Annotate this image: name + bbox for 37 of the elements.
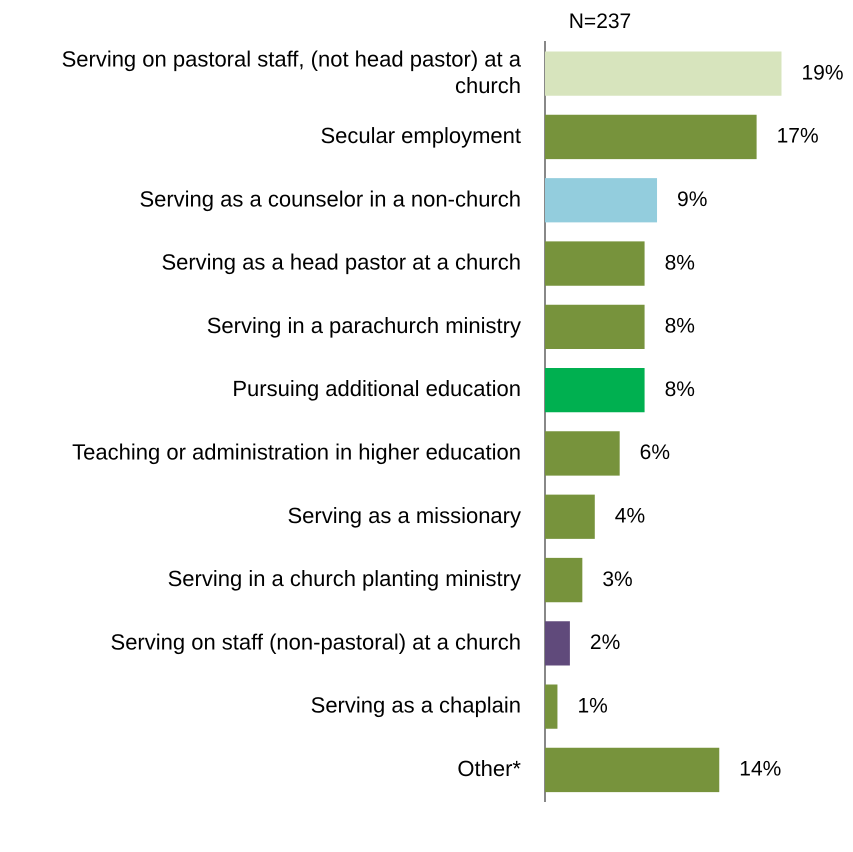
data-label: 8% [664, 378, 695, 401]
data-label: 2% [590, 631, 620, 654]
bar [545, 178, 658, 222]
y-tick-label: Teaching or administration in higher education [72, 440, 521, 465]
y-tick-label: Serving on staff (non-pastoral) at a church [110, 629, 521, 654]
bar [545, 368, 645, 412]
y-tick-label: Serving as a missionary [287, 502, 521, 528]
y-tick-label: Serving as a counselor in a non-church [139, 186, 521, 212]
data-label: 19% [802, 61, 844, 84]
y-tick-label: Serving on pastoral staff, (not head pastor) at a church [62, 46, 522, 98]
data-label: 14% [739, 758, 782, 781]
data-label: 8% [664, 314, 695, 338]
data-label: 3% [602, 568, 633, 591]
data-label: 6% [640, 441, 670, 464]
bar [545, 621, 570, 666]
chart-subtitle: N=237 [568, 10, 632, 33]
bar [545, 241, 645, 286]
y-tick-label: Serving in a church planting ministry [168, 566, 521, 592]
bar [545, 304, 645, 350]
y-tick-label: Secular employment [320, 123, 521, 148]
bar [545, 114, 757, 160]
data-label: 9% [677, 188, 708, 212]
y-tick-label: Other* [457, 756, 522, 782]
y-tick-label: Pursuing additional education [232, 376, 521, 402]
bar [545, 558, 582, 602]
y-tick-label: Serving in a parachurch ministry [206, 312, 521, 338]
bar [545, 431, 620, 476]
bar [545, 494, 595, 539]
bar [545, 684, 558, 729]
y-tick-label: Serving as a chaplain [310, 692, 521, 718]
data-label: 8% [664, 251, 695, 274]
data-label: 17% [776, 124, 819, 148]
y-tick-label: Serving as a head pastor at a church [161, 250, 521, 275]
data-label: 4% [614, 504, 646, 528]
data-label: 1% [577, 694, 608, 718]
bar [545, 748, 720, 792]
bar [545, 51, 782, 96]
